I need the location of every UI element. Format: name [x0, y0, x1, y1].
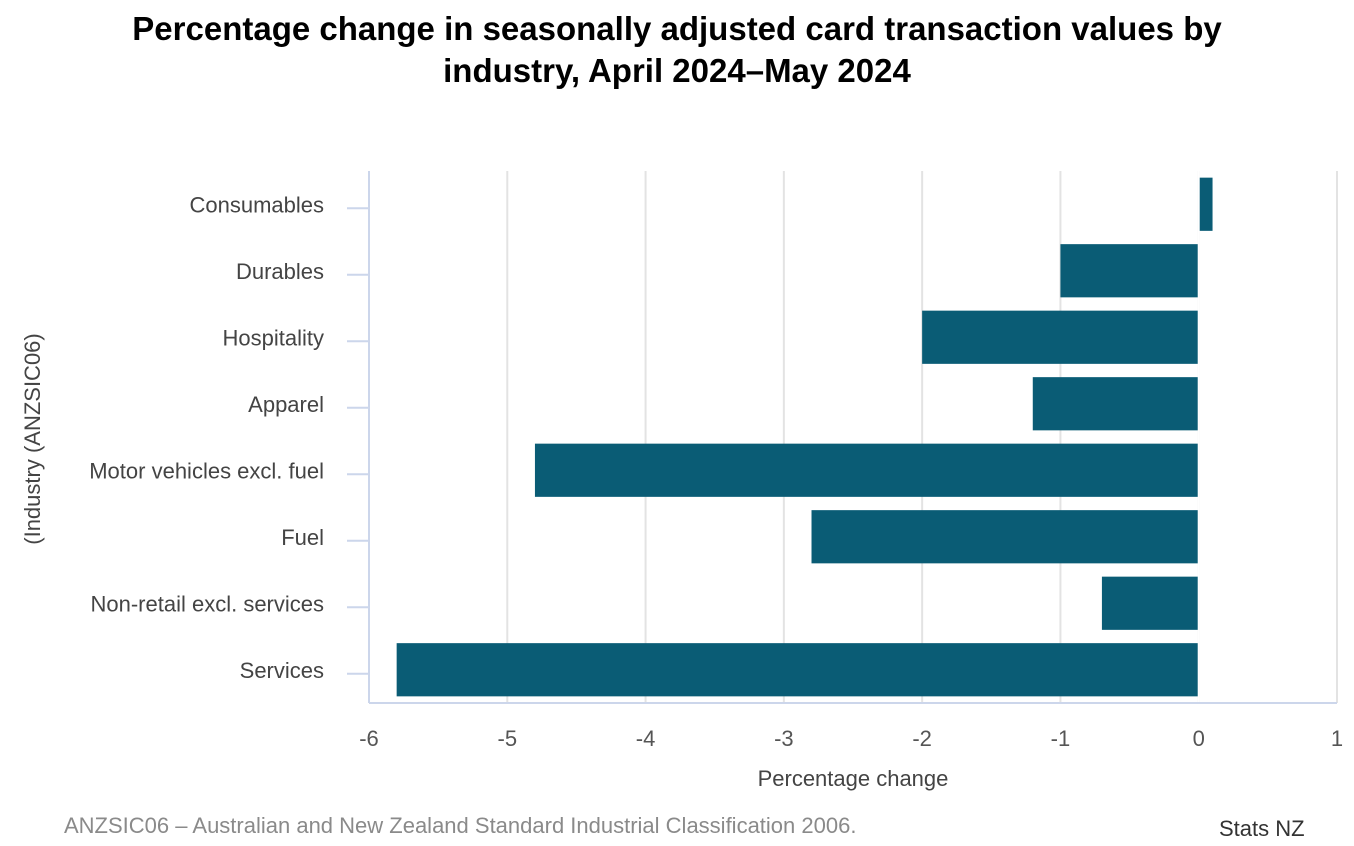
y-axis-title: (Industry (ANZSIC06) — [20, 333, 45, 545]
y-tick-label: Apparel — [248, 392, 324, 417]
y-tick-label: Non-retail excl. services — [90, 591, 324, 616]
x-tick-label: -3 — [774, 726, 794, 751]
y-tick-label: Hospitality — [223, 325, 324, 350]
x-tick-label: -6 — [359, 726, 379, 751]
bar-non-retail-excl-services[interactable] — [1101, 576, 1199, 630]
bar-hospitality[interactable] — [922, 310, 1199, 364]
footnote: ANZSIC06 – Australian and New Zealand St… — [64, 813, 857, 838]
bars — [396, 171, 1213, 703]
x-axis-title: Percentage change — [758, 766, 949, 791]
bar-chart: -6 -5 -4 -3 -2 -1 0 1 Consumables Durables Hospita… — [20, 171, 1343, 791]
bar-apparel[interactable] — [1032, 377, 1199, 431]
axes: -6 -5 -4 -3 -2 -1 0 1 Consumables Durables Hospita… — [89, 171, 1343, 751]
bar-fuel[interactable] — [811, 510, 1199, 564]
bar-services[interactable] — [396, 643, 1199, 697]
x-tick-label: -2 — [912, 726, 932, 751]
chart-title-line-2: industry, April 2024–May 2024 — [443, 52, 911, 89]
x-tick-label: -5 — [498, 726, 518, 751]
gridlines — [506, 171, 1338, 703]
bar-durables[interactable] — [1060, 244, 1199, 298]
chart-title: Percentage change in seasonally adjusted… — [0, 8, 1354, 92]
source-credit: Stats NZ — [1219, 816, 1305, 841]
y-tick-label: Durables — [236, 259, 324, 284]
bar-consumables[interactable] — [1198, 177, 1213, 231]
x-tick-label: -4 — [636, 726, 656, 751]
y-tick-label: Fuel — [281, 525, 324, 550]
x-tick-label: 1 — [1331, 726, 1343, 751]
chart-title-line-1: Percentage change in seasonally adjusted… — [132, 10, 1222, 47]
x-tick-label: -1 — [1051, 726, 1071, 751]
x-tick-label: 0 — [1193, 726, 1205, 751]
y-tick-label: Consumables — [189, 192, 324, 217]
y-tick-label: Motor vehicles excl. fuel — [89, 458, 324, 483]
bar-motor-vehicles-excl-fuel[interactable] — [534, 443, 1199, 497]
y-tick-label: Services — [240, 658, 324, 683]
